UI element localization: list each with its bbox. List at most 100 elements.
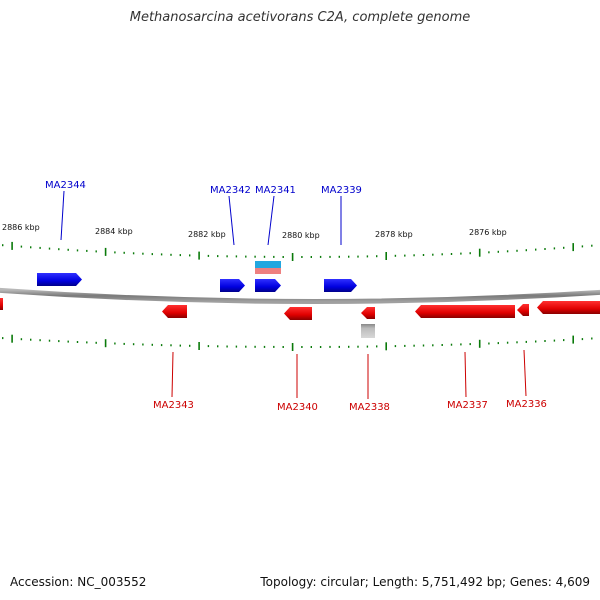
major-tick [291, 253, 294, 261]
minor-tick [357, 345, 359, 348]
lower-tick-track [2, 334, 593, 351]
major-tick [572, 335, 574, 344]
minor-tick [348, 255, 350, 258]
rna-feature-top[interactable] [255, 261, 281, 268]
major-tick [385, 342, 387, 351]
minor-tick [123, 342, 125, 345]
gene-ma2337[interactable] [415, 305, 515, 318]
forward-gene-labels: MA2344 MA2342 MA2341 MA2339 [45, 180, 362, 196]
gene-ma2336-small[interactable] [517, 304, 529, 316]
gene-ma2342[interactable] [220, 279, 245, 292]
minor-tick [376, 255, 378, 258]
gene-label[interactable]: MA2342 [210, 185, 251, 196]
minor-tick [338, 255, 340, 258]
minor-tick [319, 255, 322, 258]
minor-tick [226, 345, 228, 348]
minor-tick [273, 345, 275, 348]
gene-ma2339[interactable] [324, 279, 357, 292]
minor-tick [404, 254, 406, 257]
gene-label[interactable]: MA2336 [506, 399, 547, 410]
minor-tick [497, 342, 499, 345]
major-tick [198, 251, 200, 260]
minor-tick [170, 344, 172, 347]
minor-tick [263, 255, 266, 258]
reverse-gene-labels: MA2343 MA2340 MA2338 MA2337 MA2336 [153, 399, 547, 413]
minor-tick [20, 338, 23, 341]
minor-tick [376, 345, 378, 348]
gene-label[interactable]: MA2337 [447, 400, 488, 411]
minor-tick [563, 246, 565, 249]
minor-tick [30, 246, 32, 249]
minor-tick [189, 254, 191, 257]
gray-feature[interactable] [361, 324, 375, 338]
gene-ma2336[interactable] [537, 301, 600, 314]
major-tick [104, 247, 107, 256]
leader-ma2337 [464, 351, 467, 398]
minor-tick [123, 251, 125, 254]
gene-ma2338[interactable] [361, 307, 375, 319]
minor-tick [553, 339, 556, 342]
leader-ma2343 [171, 351, 174, 398]
gene-ma2344[interactable] [37, 273, 82, 286]
minor-tick [217, 345, 219, 348]
minor-tick [235, 345, 238, 348]
minor-tick [189, 344, 191, 347]
minor-tick [469, 343, 471, 346]
gene-ma2341[interactable] [255, 279, 281, 292]
minor-tick [497, 250, 499, 253]
minor-tick [366, 345, 369, 348]
minor-tick [432, 253, 434, 256]
minor-tick [132, 343, 135, 346]
gene-label[interactable]: MA2341 [255, 185, 296, 196]
major-tick [104, 339, 107, 348]
gene-label[interactable]: MA2338 [349, 402, 390, 413]
minor-tick [207, 345, 210, 348]
minor-tick [86, 249, 88, 252]
reverse-label-leaders [171, 349, 527, 399]
minor-tick [319, 346, 322, 348]
minor-tick [48, 247, 51, 250]
major-tick [478, 339, 481, 348]
leader-ma2336 [523, 349, 527, 397]
minor-tick [30, 338, 32, 341]
gene-fragment-left[interactable] [0, 298, 3, 310]
minor-tick [95, 341, 97, 344]
gene-label[interactable]: MA2340 [277, 402, 318, 413]
minor-tick [525, 249, 527, 252]
gene-ma2340[interactable] [284, 307, 312, 320]
rna-feature-bottom[interactable] [255, 268, 281, 274]
minor-tick [2, 337, 4, 340]
minor-tick [48, 339, 51, 342]
minor-tick [235, 255, 238, 258]
minor-tick [263, 345, 266, 348]
minor-tick [86, 341, 88, 344]
minor-tick [553, 247, 556, 250]
minor-tick [413, 344, 415, 347]
gene-label[interactable]: MA2339 [321, 185, 362, 196]
kbp-label: 2886 kbp [2, 223, 40, 232]
minor-tick [366, 255, 369, 258]
minor-tick [160, 253, 163, 256]
minor-tick [254, 255, 256, 258]
kbp-label: 2876 kbp [469, 228, 507, 237]
minor-tick [151, 343, 153, 346]
gene-label[interactable]: MA2344 [45, 180, 86, 191]
minor-tick [67, 248, 69, 251]
minor-tick [506, 250, 509, 253]
kbp-labels: 2886 kbp 2884 kbp 2882 kbp 2880 kbp 2878… [2, 223, 507, 240]
gene-ma2343[interactable] [162, 305, 187, 318]
minor-tick [460, 252, 462, 255]
minor-tick [591, 244, 593, 247]
minor-tick [544, 248, 546, 250]
minor-tick [67, 340, 69, 343]
minor-tick [207, 254, 210, 257]
minor-tick [142, 343, 144, 346]
minor-tick [254, 345, 256, 348]
gene-label[interactable]: MA2343 [153, 400, 194, 411]
minor-tick [432, 344, 434, 347]
minor-tick [591, 337, 593, 340]
minor-tick [301, 346, 303, 348]
major-tick [478, 248, 481, 257]
minor-tick [132, 252, 135, 255]
